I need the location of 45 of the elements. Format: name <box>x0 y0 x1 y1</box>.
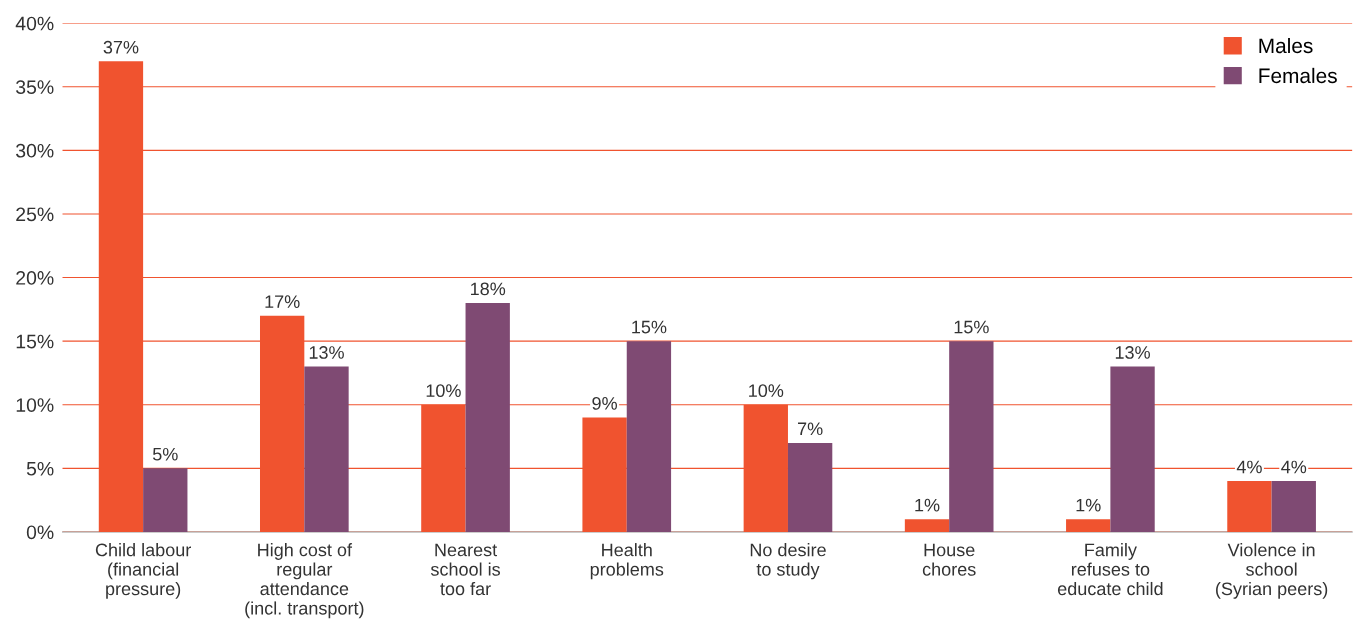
x-tick-label: Health problems <box>590 543 664 580</box>
data-label: 10% <box>426 384 461 398</box>
x-tick-label: Child labour (financial pressure) <box>95 543 191 599</box>
data-label: 13% <box>1115 346 1150 359</box>
bar <box>465 303 510 532</box>
data-label: 1% <box>1076 498 1101 512</box>
data-label: 15% <box>632 320 667 334</box>
y-tick-label: 15% <box>16 334 54 349</box>
data-label: 17% <box>265 295 300 308</box>
bar <box>1110 366 1155 532</box>
bar <box>949 341 994 532</box>
data-label: 5% <box>152 447 178 461</box>
data-label: 15% <box>954 320 989 334</box>
data-label: 13% <box>309 346 344 359</box>
x-tick-label: Family refuses to educate child <box>1057 543 1163 596</box>
y-tick-label: 40% <box>15 16 54 31</box>
x-tick-label: No desire to study <box>750 543 826 580</box>
y-tick-label: 20% <box>16 271 54 285</box>
bar <box>904 519 950 532</box>
bar <box>1227 481 1272 532</box>
y-tick-label: 25% <box>16 207 54 222</box>
data-label: 4% <box>1236 460 1262 474</box>
y-tick-label: 5% <box>26 461 54 476</box>
bar <box>143 468 188 532</box>
data-label: 9% <box>592 396 617 410</box>
bar <box>1271 481 1316 532</box>
y-tick-label: 0% <box>26 525 54 540</box>
data-label: 4% <box>1281 460 1307 474</box>
legend-label: Females <box>1259 67 1337 84</box>
bar <box>304 366 349 532</box>
y-tick-label: 30% <box>16 143 54 158</box>
data-label: 18% <box>471 282 506 296</box>
y-tick-label: 10% <box>16 398 54 412</box>
x-tick-label: Nearest school is too far <box>430 543 501 596</box>
data-label: 7% <box>798 422 823 436</box>
bar <box>1066 519 1111 532</box>
data-label: 37% <box>103 40 139 54</box>
data-label: 1% <box>915 498 940 512</box>
bar <box>626 341 672 532</box>
x-tick-label: Violence in school (Syrian peers) <box>1216 543 1328 599</box>
x-tick-label: House chores <box>922 543 976 576</box>
y-tick-label: 35% <box>16 80 54 95</box>
x-tick-label: High cost of regular attendance (incl. transport) <box>245 543 364 619</box>
legend-label: Males <box>1259 37 1313 54</box>
data-label: 10% <box>749 384 784 398</box>
